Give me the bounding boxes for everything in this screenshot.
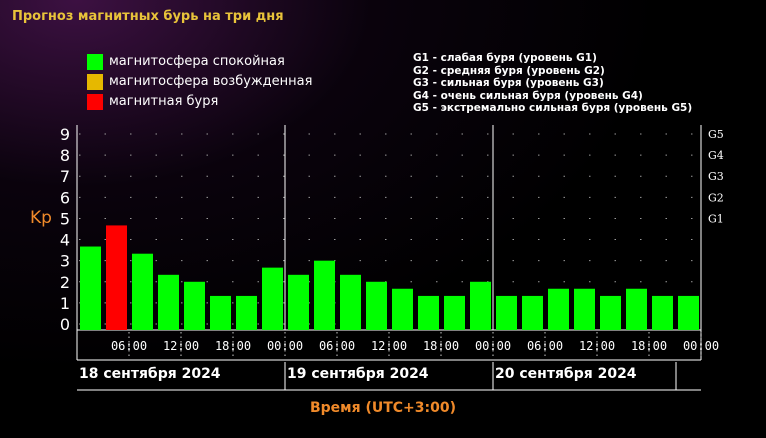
legend-label-calm: магнитосфера спокойная <box>109 54 285 69</box>
y-tick-label: 3 <box>60 252 70 271</box>
kp-bar <box>548 288 569 330</box>
kp-bar <box>132 253 153 330</box>
legend-item-calm: магнитосфера спокойная <box>87 53 285 70</box>
legend-swatch-storm <box>87 93 103 110</box>
y-tick-label: 9 <box>60 125 70 144</box>
kp-bar <box>626 288 647 330</box>
kp-bar <box>314 260 335 330</box>
kp-bar <box>184 281 205 330</box>
g-scale-g1: G1 - слабая буря (уровень G1) <box>413 52 597 64</box>
x-axis-title: Время (UTC+3:00) <box>309 400 457 416</box>
date-label-day1: 18 сентября 2024 <box>79 366 221 382</box>
kp-bar <box>80 246 101 330</box>
date-label-day3: 20 сентября 2024 <box>495 366 637 382</box>
kp-bar <box>600 295 621 330</box>
y-tick-label: 8 <box>60 146 70 165</box>
kp-bar <box>392 288 413 330</box>
kp-bar <box>470 281 491 330</box>
date-label-day2: 19 сентября 2024 <box>287 366 429 382</box>
y-tick-label: 7 <box>60 167 70 186</box>
kp-bar <box>210 295 231 330</box>
g-scale-g5: G5 - экстремально сильная буря (уровень … <box>413 102 693 114</box>
kp-bar <box>418 295 439 330</box>
kp-bar <box>366 281 387 330</box>
kp-bar <box>496 295 517 330</box>
g-tick-label: G1 <box>708 212 724 225</box>
y-tick-label: 1 <box>60 294 70 313</box>
kp-bar <box>340 274 361 330</box>
g-scale-g2: G2 - средняя буря (уровень G2) <box>413 64 605 77</box>
g-tick-label: G2 <box>708 191 724 204</box>
kp-bar <box>262 267 283 330</box>
g-tick-label: G3 <box>708 170 724 183</box>
y-tick-label: 4 <box>60 231 70 250</box>
y-tick-label: 5 <box>60 209 70 228</box>
kp-bar <box>106 225 127 330</box>
kp-bar <box>574 288 595 330</box>
page-title: Прогноз магнитных бурь на три дня <box>12 9 284 24</box>
kp-bar <box>522 295 543 330</box>
legend-item-storm: магнитная буря <box>87 93 218 110</box>
g-scale-legend: G1 - слабая буря (уровень G1) G2 - средн… <box>413 52 692 115</box>
y-tick-label: 6 <box>60 188 70 207</box>
kp-bar <box>652 295 673 330</box>
legend-item-active: магнитосфера возбужденная <box>87 73 312 90</box>
y-tick-label: 2 <box>60 273 70 292</box>
kp-bar <box>444 295 465 330</box>
y-tick-label: 0 <box>60 315 70 334</box>
g-tick-label: G4 <box>708 149 724 162</box>
g-tick-label: G5 <box>708 128 724 141</box>
g-scale-g4: G4 - очень сильная буря (уровень G4) <box>413 89 643 102</box>
g-scale-g3: G3 - сильная буря (уровень G3) <box>413 77 604 89</box>
y-axis-label: Kp <box>30 208 52 228</box>
kp-bar <box>678 295 699 330</box>
legend-label-storm: магнитная буря <box>109 94 219 109</box>
legend-label-active: магнитосфера возбужденная <box>109 74 313 89</box>
kp-bar <box>288 274 309 330</box>
legend-swatch-calm <box>87 53 103 70</box>
legend-swatch-active <box>87 73 103 90</box>
kp-bar <box>236 295 257 330</box>
kp-bar <box>158 274 179 330</box>
